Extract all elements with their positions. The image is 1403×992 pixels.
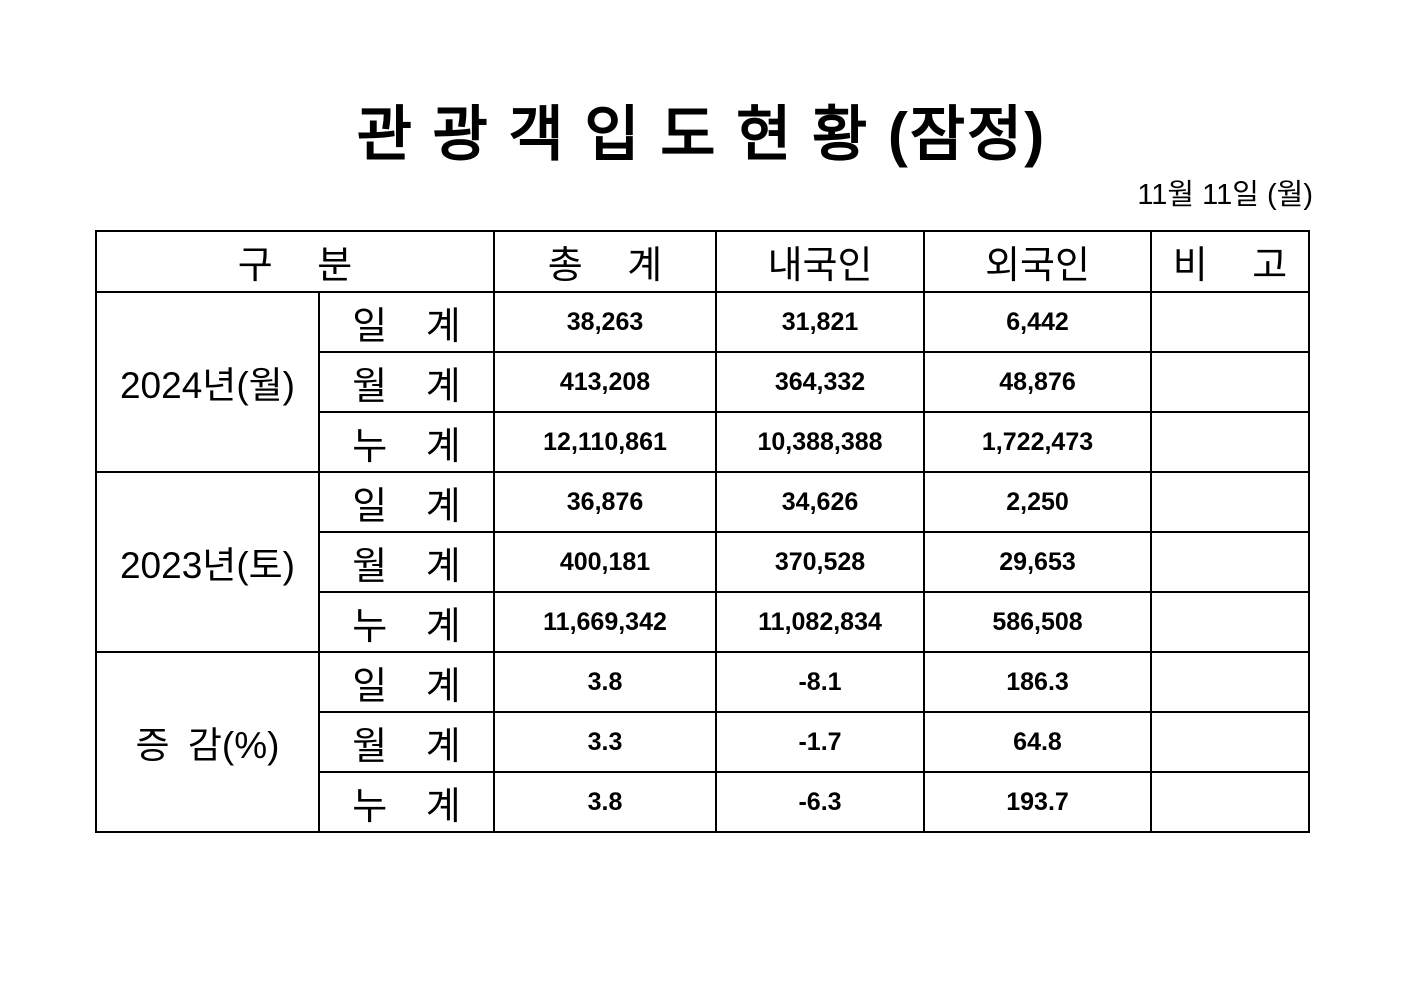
cell-sub-label: 월 계 <box>317 711 496 773</box>
cell-remarks <box>1150 591 1311 653</box>
cell-remarks <box>1150 531 1311 593</box>
cell-remarks <box>1150 651 1311 713</box>
cell-remarks <box>1150 711 1311 773</box>
cell-domestic: -1.7 <box>715 711 926 773</box>
cell-sub-label: 일 계 <box>317 291 496 353</box>
cell-domestic: -6.3 <box>715 771 926 833</box>
col-header-category: 구 분 <box>94 230 496 293</box>
cell-total: 400,181 <box>493 531 718 593</box>
cell-domestic: 364,332 <box>715 351 926 413</box>
cell-total: 38,263 <box>493 291 718 353</box>
cell-total: 413,208 <box>493 351 718 413</box>
col-header-domestic: 내국인 <box>715 230 926 293</box>
table-row: 2024년(월) 일 계 38,263 31,821 6,442 <box>95 291 1311 473</box>
cell-sub-label: 일 계 <box>317 471 496 533</box>
cell-sub-label: 누 계 <box>317 411 496 473</box>
report-date: 11월 11일 (월) <box>1137 179 1313 211</box>
cell-foreign: 64.8 <box>923 711 1153 773</box>
table-row: 2023년(토) 일 계 36,876 34,626 2,250 <box>95 471 1311 653</box>
cell-domestic: 10,388,388 <box>715 411 926 473</box>
cell-sub-label: 누 계 <box>317 771 496 833</box>
cell-total: 11,669,342 <box>493 591 718 653</box>
cell-sub-label: 월 계 <box>317 531 496 593</box>
table-row: 누 계 3.8 -6.3 193.7 <box>96 771 1311 833</box>
cell-foreign: 2,250 <box>923 471 1153 533</box>
cell-remarks <box>1150 291 1311 353</box>
cell-foreign: 1,722,473 <box>923 411 1153 473</box>
cell-foreign: 193.7 <box>923 771 1153 833</box>
group-label-2023: 2023년(토) <box>95 471 320 653</box>
group-label-2024: 2024년(월) <box>95 291 320 473</box>
cell-total: 3.8 <box>493 651 718 713</box>
cell-foreign: 48,876 <box>923 351 1153 413</box>
table-header-row: 구 분 총 계 내국인 외국인 비 고 <box>94 230 1311 293</box>
table-row: 월 계 3.3 -1.7 64.8 <box>96 711 1311 773</box>
page-title: 관 광 객 입 도 현 황 (잠정) <box>356 101 1047 168</box>
cell-foreign: 29,653 <box>923 531 1153 593</box>
tourist-arrival-table: 구 분 총 계 내국인 외국인 비 고 2024년(월) 일 계 38,263 … <box>94 230 1311 833</box>
cell-remarks <box>1150 771 1311 833</box>
cell-domestic: 31,821 <box>715 291 926 353</box>
cell-total: 3.8 <box>493 771 718 833</box>
cell-total: 12,110,861 <box>493 411 718 473</box>
cell-sub-label: 일 계 <box>317 651 496 713</box>
cell-sub-label: 월 계 <box>317 351 496 413</box>
cell-remarks <box>1150 411 1311 473</box>
cell-remarks <box>1150 471 1311 533</box>
table-row: 증 감(%) 일 계 3.8 -8.1 186.3 <box>95 651 1311 833</box>
table-row: 누 계 12,110,861 10,388,388 1,722,473 <box>96 411 1311 473</box>
group-label-change: 증 감(%) <box>95 651 320 833</box>
col-header-remarks: 비 고 <box>1150 230 1311 293</box>
cell-total: 3.3 <box>493 711 718 773</box>
cell-remarks <box>1150 351 1311 413</box>
cell-domestic: 11,082,834 <box>715 591 926 653</box>
table-row: 월 계 400,181 370,528 29,653 <box>96 531 1311 593</box>
cell-domestic: -8.1 <box>715 651 926 713</box>
cell-sub-label: 누 계 <box>317 591 496 653</box>
cell-domestic: 370,528 <box>715 531 926 593</box>
table-row: 누 계 11,669,342 11,082,834 586,508 <box>96 591 1311 653</box>
cell-foreign: 586,508 <box>923 591 1153 653</box>
cell-foreign: 186.3 <box>923 651 1153 713</box>
cell-foreign: 6,442 <box>923 291 1153 353</box>
cell-domestic: 34,626 <box>715 471 926 533</box>
col-header-foreign: 외국인 <box>923 230 1153 293</box>
col-header-total: 총 계 <box>493 230 718 293</box>
cell-total: 36,876 <box>493 471 718 533</box>
table-row: 월 계 413,208 364,332 48,876 <box>96 351 1311 413</box>
